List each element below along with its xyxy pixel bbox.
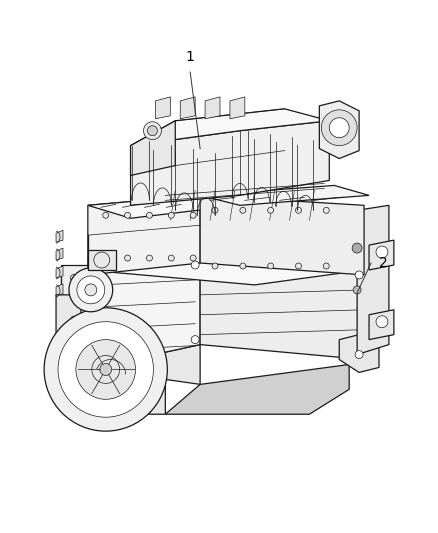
Polygon shape bbox=[61, 354, 89, 379]
Polygon shape bbox=[200, 196, 364, 275]
Circle shape bbox=[77, 276, 105, 304]
Circle shape bbox=[87, 271, 95, 279]
Circle shape bbox=[58, 322, 153, 417]
Circle shape bbox=[85, 284, 97, 296]
Circle shape bbox=[92, 356, 120, 383]
Polygon shape bbox=[200, 185, 369, 205]
Polygon shape bbox=[86, 260, 200, 369]
Circle shape bbox=[352, 243, 362, 253]
Circle shape bbox=[191, 261, 199, 269]
Polygon shape bbox=[88, 196, 200, 275]
Circle shape bbox=[355, 351, 363, 359]
Circle shape bbox=[124, 255, 131, 261]
Circle shape bbox=[69, 268, 113, 312]
Polygon shape bbox=[205, 97, 220, 119]
Circle shape bbox=[144, 122, 161, 140]
Text: 1: 1 bbox=[186, 50, 194, 64]
Circle shape bbox=[71, 358, 78, 365]
Polygon shape bbox=[200, 260, 364, 360]
Text: 2: 2 bbox=[379, 256, 388, 270]
Polygon shape bbox=[56, 266, 63, 278]
Circle shape bbox=[296, 263, 301, 269]
Circle shape bbox=[240, 263, 246, 269]
Circle shape bbox=[323, 263, 329, 269]
Polygon shape bbox=[180, 97, 195, 119]
Polygon shape bbox=[357, 205, 389, 354]
Polygon shape bbox=[165, 365, 349, 414]
Circle shape bbox=[268, 263, 274, 269]
Circle shape bbox=[190, 255, 196, 261]
Polygon shape bbox=[61, 265, 88, 372]
Circle shape bbox=[148, 126, 157, 136]
Polygon shape bbox=[88, 196, 240, 218]
Circle shape bbox=[168, 255, 174, 261]
Circle shape bbox=[103, 212, 109, 218]
Circle shape bbox=[321, 110, 357, 146]
Polygon shape bbox=[369, 240, 394, 270]
Polygon shape bbox=[230, 97, 245, 119]
Polygon shape bbox=[86, 260, 364, 285]
Polygon shape bbox=[56, 284, 63, 296]
Circle shape bbox=[76, 340, 135, 399]
Circle shape bbox=[71, 274, 78, 281]
Circle shape bbox=[329, 118, 349, 138]
Circle shape bbox=[190, 212, 196, 218]
Polygon shape bbox=[155, 97, 170, 119]
Circle shape bbox=[100, 364, 112, 375]
Circle shape bbox=[191, 336, 199, 344]
Circle shape bbox=[124, 212, 131, 218]
Circle shape bbox=[240, 207, 246, 213]
Polygon shape bbox=[131, 109, 329, 146]
Circle shape bbox=[353, 286, 361, 294]
Circle shape bbox=[94, 252, 110, 268]
Polygon shape bbox=[339, 335, 379, 373]
Polygon shape bbox=[131, 121, 329, 205]
Polygon shape bbox=[369, 310, 394, 340]
Circle shape bbox=[146, 212, 152, 218]
Polygon shape bbox=[56, 230, 63, 242]
Circle shape bbox=[212, 207, 218, 213]
Circle shape bbox=[44, 308, 167, 431]
Circle shape bbox=[146, 255, 152, 261]
Circle shape bbox=[71, 316, 78, 323]
Circle shape bbox=[355, 271, 363, 279]
Circle shape bbox=[296, 207, 301, 213]
Circle shape bbox=[87, 360, 95, 368]
Circle shape bbox=[168, 212, 174, 218]
Polygon shape bbox=[86, 345, 200, 414]
Circle shape bbox=[323, 207, 329, 213]
Polygon shape bbox=[61, 270, 101, 375]
Polygon shape bbox=[56, 295, 81, 354]
Polygon shape bbox=[88, 250, 116, 270]
Polygon shape bbox=[319, 101, 359, 158]
Circle shape bbox=[103, 255, 109, 261]
Polygon shape bbox=[56, 248, 63, 260]
Circle shape bbox=[268, 207, 274, 213]
Circle shape bbox=[376, 246, 388, 258]
Circle shape bbox=[212, 263, 218, 269]
Circle shape bbox=[376, 316, 388, 328]
Polygon shape bbox=[131, 121, 175, 175]
